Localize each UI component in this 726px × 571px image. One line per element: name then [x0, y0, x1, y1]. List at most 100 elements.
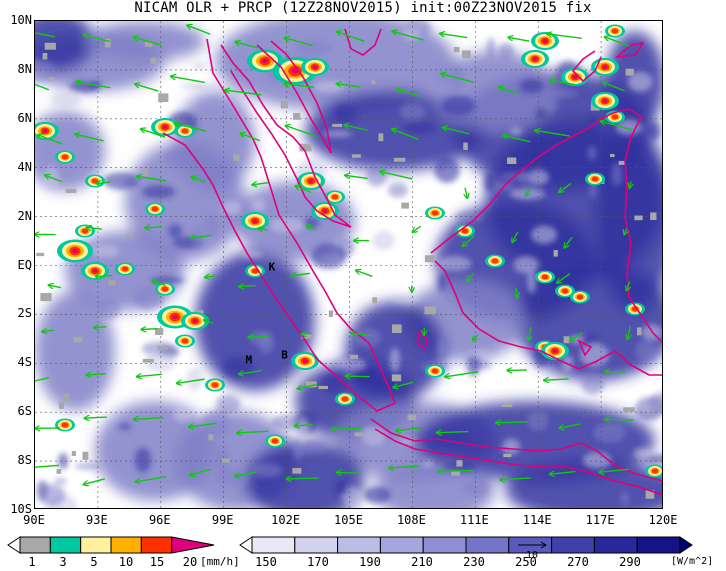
wind-vector — [547, 34, 582, 40]
olr-patch — [633, 447, 653, 459]
olr-patch — [393, 295, 420, 303]
light-precip-pixel — [636, 327, 642, 336]
light-precip-pixel — [299, 143, 312, 152]
precip-cell — [247, 49, 283, 73]
precip-cell — [151, 118, 179, 136]
light-precip-pixel — [142, 358, 154, 363]
wind-vector — [437, 432, 469, 433]
coastline-borneo — [430, 108, 662, 376]
colorbars: 10 — [7, 536, 693, 561]
olr-patch — [486, 37, 496, 61]
olr-patch — [192, 61, 206, 70]
precip-cell — [145, 202, 165, 216]
lon-tick-label: 90E — [23, 513, 45, 527]
precip-cell — [425, 206, 445, 220]
olr-patch — [168, 224, 182, 238]
wind-vector — [601, 121, 634, 131]
wind-vector — [295, 425, 313, 426]
wind-vector — [301, 333, 312, 334]
wind-vector — [564, 236, 573, 247]
olr-patch — [421, 460, 435, 468]
lat-tick-label: 4N — [17, 159, 32, 174]
light-precip-pixel — [158, 93, 169, 103]
light-precip-pixel — [42, 52, 48, 60]
olr-patch — [436, 337, 449, 360]
light-precip-pixel — [372, 297, 378, 304]
lon-tick-label: 117E — [585, 513, 615, 527]
olr-patch — [468, 349, 488, 357]
light-precip-pixel — [401, 202, 409, 209]
wind-vector — [307, 226, 316, 229]
colorbar-end-low — [7, 536, 21, 554]
precip-cell — [55, 418, 75, 432]
olr-patch — [517, 171, 536, 185]
lat-tick-label: 8N — [17, 61, 32, 76]
wind-vector — [45, 175, 62, 183]
precip-cell — [115, 262, 135, 276]
wind-vector — [441, 74, 474, 84]
precip-cell — [625, 302, 645, 316]
wind-vector — [133, 37, 162, 46]
colorbar-segment — [422, 536, 467, 554]
olr-patch — [221, 200, 242, 216]
wind-vector — [97, 182, 110, 183]
wind-vector — [191, 235, 212, 237]
lon-tick-label: 114E — [522, 513, 552, 527]
place-labels: K M B — [246, 260, 289, 366]
light-precip-pixel — [378, 133, 384, 142]
olr-patch — [333, 104, 357, 124]
coastline-malay-peninsula — [220, 44, 352, 228]
light-precip-pixel — [65, 188, 77, 193]
olr-patch — [186, 367, 203, 391]
light-precip-pixel — [108, 280, 116, 286]
olr-tick-label: 270 — [567, 555, 589, 569]
olr-region — [375, 461, 495, 508]
precip-cell — [335, 392, 355, 406]
wind-vector — [205, 276, 216, 277]
lon-tick-label: 105E — [334, 513, 363, 527]
olr-patch — [646, 122, 662, 140]
wind-vector — [87, 227, 102, 229]
colorbar-segment — [379, 536, 424, 554]
olr-patch — [531, 225, 558, 245]
wind-vector — [467, 272, 474, 281]
olr-patch — [134, 447, 152, 473]
olr-patch — [579, 343, 610, 368]
light-precip-pixel — [349, 354, 359, 359]
wind-vector — [84, 35, 110, 43]
wind-vector — [38, 135, 63, 145]
light-precip-pixel — [650, 212, 657, 220]
wind-vector — [137, 374, 163, 376]
wind-vectors — [35, 25, 634, 484]
olr-patch — [637, 399, 662, 414]
light-precip-pixel — [645, 490, 655, 499]
wind-vector — [392, 31, 424, 41]
precip-cell — [605, 24, 625, 38]
light-precip-pixel — [456, 460, 463, 467]
olr-patch — [144, 352, 176, 372]
wind-vector — [284, 84, 315, 89]
wind-vector — [559, 183, 572, 192]
precip-cell — [81, 262, 109, 280]
lat-tick-label: EQ — [17, 257, 32, 272]
wind-vector — [516, 287, 518, 297]
olr-patch — [519, 78, 544, 94]
light-precip-pixel — [328, 310, 334, 317]
precip-cell — [311, 202, 339, 220]
olr-patch — [295, 419, 308, 445]
light-precip-pixel — [58, 401, 64, 409]
wind-vector — [85, 417, 107, 418]
wind-vector — [605, 37, 630, 47]
precip-cell — [297, 172, 325, 190]
light-precip-pixel — [625, 68, 634, 76]
light-precip-pixel — [44, 42, 56, 50]
olr-patch — [193, 225, 203, 251]
olr-patch — [337, 358, 366, 370]
wind-vector — [134, 418, 164, 420]
precip-unit-label: [mm/h] — [200, 555, 240, 568]
light-precip-pixel — [506, 157, 517, 164]
light-precip-pixel — [451, 470, 461, 476]
olr-patch — [313, 80, 345, 93]
light-precip-pixel — [36, 252, 45, 257]
wind-vector — [136, 475, 167, 482]
